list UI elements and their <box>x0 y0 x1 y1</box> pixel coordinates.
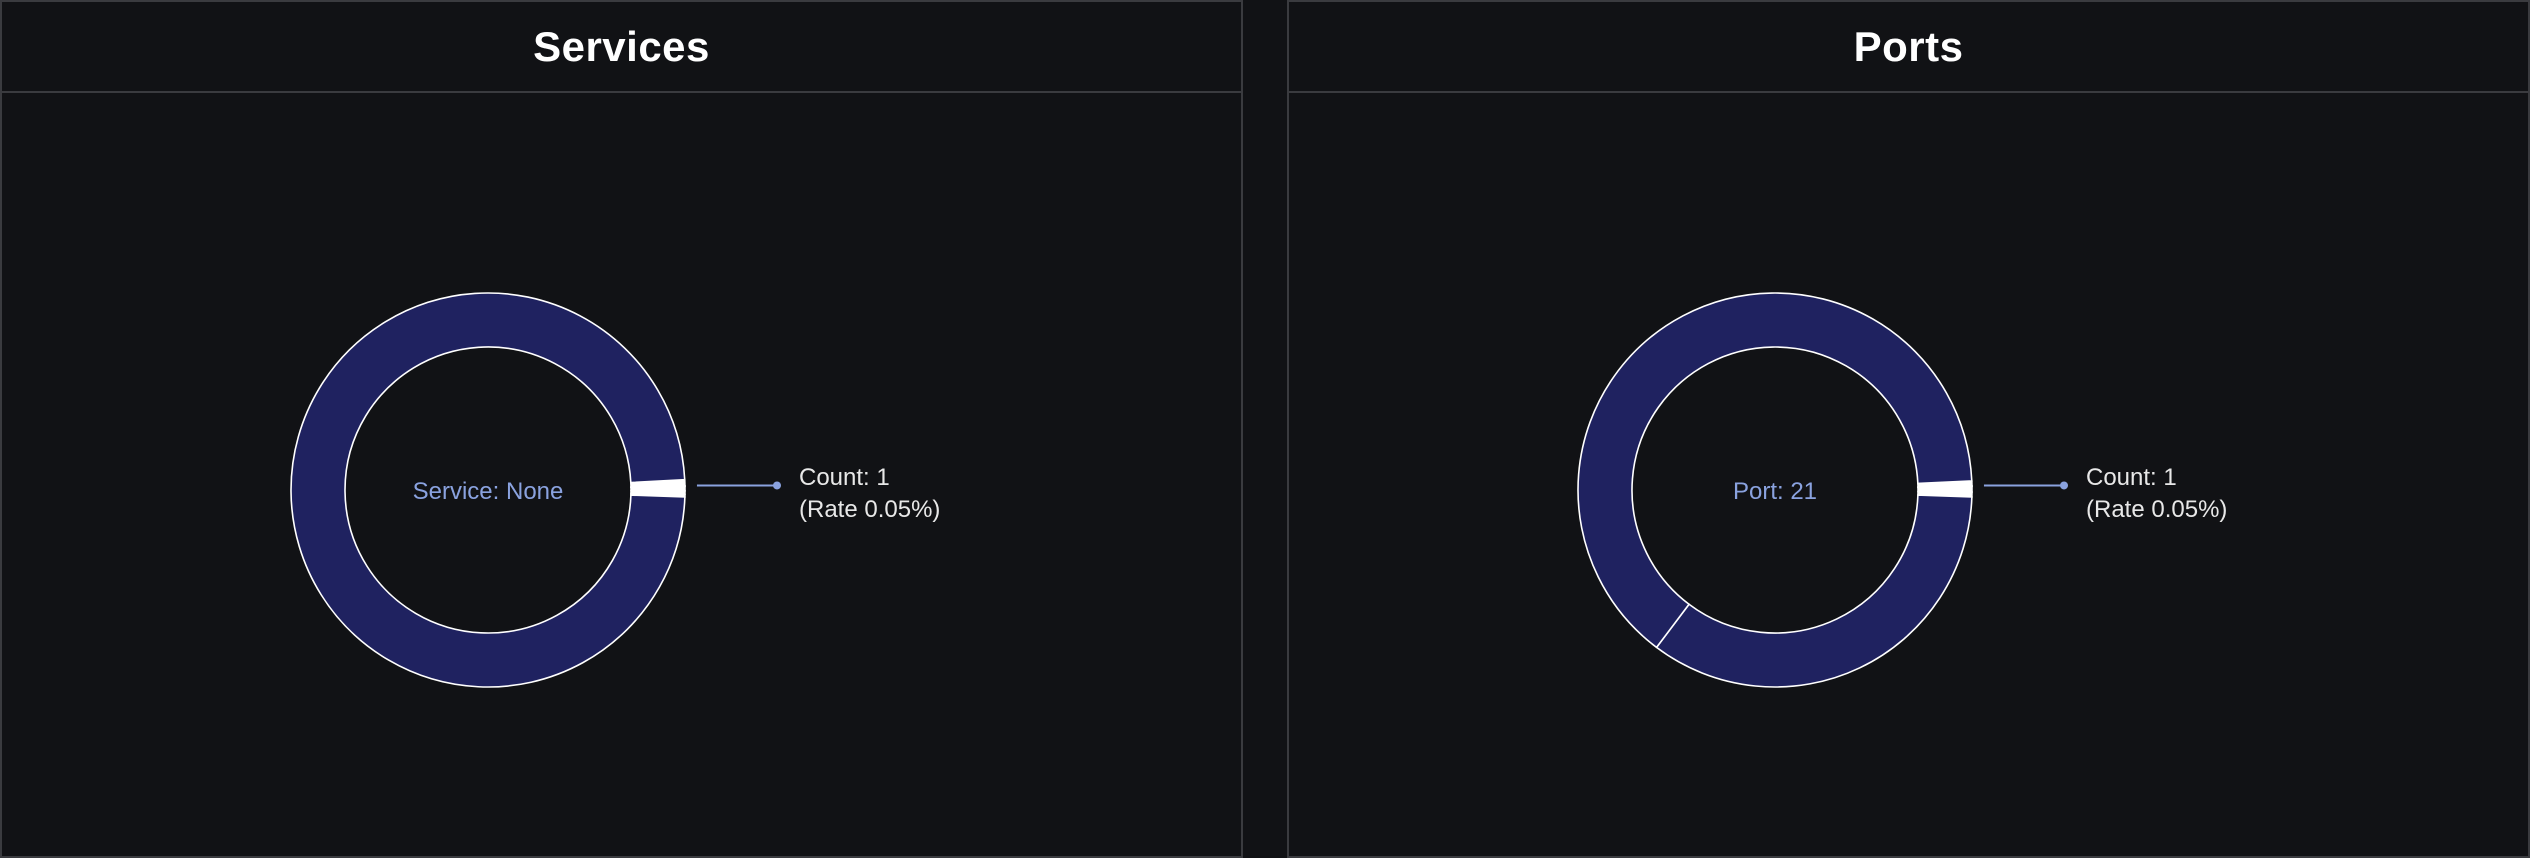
services-panel: Services Count: 1 (Rate 0.05%) Service: No… <box>0 0 1243 858</box>
services-slices <box>290 292 686 688</box>
ports-callout-rate: (Rate 0.05%) <box>2086 496 2227 523</box>
ports-panel: Ports Count: 1 (Rate 0.05%) Port: 21 <box>1287 0 2530 858</box>
ports-title: Ports <box>1853 22 1964 70</box>
services-callout-count: Count: 1 <box>799 464 890 491</box>
ports-leader-dot <box>2060 481 2068 490</box>
ports-callout-count: Count: 1 <box>2086 464 2177 491</box>
ports-slice-5[interactable] <box>1577 292 1973 649</box>
services-donut-chart: Count: 1 (Rate 0.05%) Service: None <box>290 292 940 688</box>
services-panel-header: Services <box>2 2 1241 93</box>
services-slice-5[interactable] <box>290 292 686 688</box>
ports-slices <box>1577 292 1973 688</box>
ports-donut-chart: Count: 1 (Rate 0.05%) Port: 21 <box>1577 292 2227 688</box>
services-center-label: Service: None <box>413 478 564 505</box>
ports-center-label: Port: 21 <box>1733 478 1817 505</box>
ports-slice-4[interactable] <box>1655 494 1973 688</box>
services-title: Services <box>533 22 710 70</box>
services-leader-dot <box>773 481 781 490</box>
ports-panel-header: Ports <box>1289 2 2528 93</box>
services-callout-rate: (Rate 0.05%) <box>799 496 940 523</box>
